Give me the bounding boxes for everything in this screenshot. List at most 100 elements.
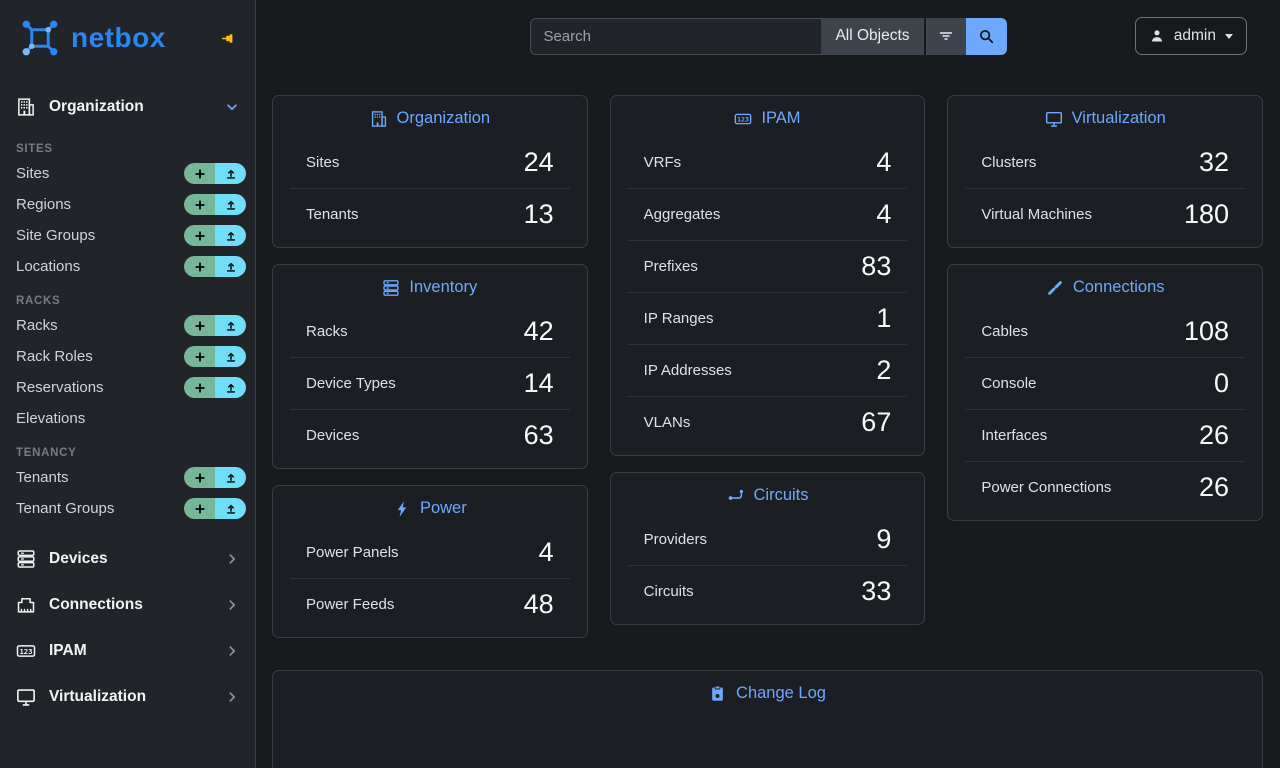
sidebar-item-racks[interactable]: Racks [0,310,255,341]
stat-value[interactable]: 42 [523,316,554,346]
search-input[interactable] [530,17,822,55]
stat-label[interactable]: Prefixes [643,258,698,275]
stat-value[interactable]: 48 [523,589,554,619]
add-button[interactable] [184,346,215,367]
stat-label[interactable]: Virtual Machines [981,206,1092,223]
add-button[interactable] [184,163,215,184]
stat-label[interactable]: Console [981,375,1037,392]
stat-value[interactable]: 24 [523,147,554,177]
stat-label[interactable]: Power Panels [306,544,399,561]
stat-label[interactable]: IP Ranges [643,310,714,327]
stat-value[interactable]: 180 [1183,199,1230,229]
sidebar-item-tenant-groups[interactable]: Tenant Groups [0,493,255,524]
stat-value[interactable]: 33 [861,576,892,606]
import-button[interactable] [215,498,246,519]
stat-value[interactable]: 0 [1213,368,1230,398]
stat-value[interactable]: 2 [876,355,892,385]
sidebar-item-site-groups[interactable]: Site Groups [0,220,255,251]
sidebar-group-connections[interactable]: Connections [0,582,255,628]
sidebar-group-ipam[interactable]: 123 IPAM [0,628,255,674]
add-button[interactable] [184,194,215,215]
pin-icon[interactable] [218,28,239,49]
stat-label[interactable]: IP Addresses [643,362,732,379]
stat-label[interactable]: Circuits [643,583,694,600]
stat-label[interactable]: Sites [306,154,340,171]
stat-value[interactable]: 63 [523,420,554,450]
sidebar-item-elevations[interactable]: Elevations [0,403,255,434]
stat-label[interactable]: VLANs [643,414,691,431]
stat-label[interactable]: Power Feeds [306,596,395,613]
stat-label[interactable]: Clusters [981,154,1037,171]
sidebar-item-locations[interactable]: Locations [0,251,255,282]
card-title-link[interactable]: Organization [273,96,587,137]
stat-label[interactable]: Racks [306,323,348,340]
add-button[interactable] [184,315,215,336]
stat-label[interactable]: Providers [643,531,708,548]
card-title-link[interactable]: Connections [948,265,1262,306]
card-title-link[interactable]: Power [273,486,587,527]
import-button[interactable] [215,256,246,277]
sidebar-item-label[interactable]: Tenants [16,469,69,486]
stat-value[interactable]: 4 [538,537,554,567]
card-title-link[interactable]: Inventory [273,265,587,306]
import-button[interactable] [215,194,246,215]
stat-label[interactable]: Cables [981,323,1029,340]
stat-value[interactable]: 14 [523,368,554,398]
sidebar-group-devices[interactable]: Devices [0,536,255,582]
import-button[interactable] [215,346,246,367]
add-button[interactable] [184,225,215,246]
search-scope-button[interactable]: All Objects [821,17,924,55]
stat-value[interactable]: 26 [1198,420,1230,450]
stat-value[interactable]: 9 [876,524,892,554]
stat-label[interactable]: VRFs [643,154,682,171]
sidebar-item-regions[interactable]: Regions [0,189,255,220]
stat-label[interactable]: Aggregates [643,206,721,223]
stat-value[interactable]: 67 [861,407,892,437]
sidebar-item-rack-roles[interactable]: Rack Roles [0,341,255,372]
import-button[interactable] [215,163,246,184]
stat-value[interactable]: 4 [876,147,892,177]
import-button[interactable] [215,225,246,246]
stat-value[interactable]: 13 [523,199,554,229]
sidebar-item-label[interactable]: Regions [16,196,72,213]
import-button[interactable] [215,467,246,488]
sidebar-group-virtualization[interactable]: Virtualization [0,674,255,720]
sidebar-item-sites[interactable]: Sites [0,158,255,189]
sidebar-item-label[interactable]: Racks [16,317,58,334]
sidebar-group-organization[interactable]: Organization [0,84,255,130]
sidebar-item-tenants[interactable]: Tenants [0,462,255,493]
card-title-link[interactable]: Circuits [611,473,925,514]
stat-label[interactable]: Power Connections [981,479,1112,496]
stat-value[interactable]: 4 [876,199,892,229]
card-title-link[interactable]: Virtualization [948,96,1262,137]
card-title-link[interactable]: Change Log [273,671,1262,712]
stat-value[interactable]: 26 [1198,472,1230,502]
stat-value[interactable]: 108 [1183,316,1230,346]
sidebar-item-label[interactable]: Rack Roles [16,348,93,365]
stat-value[interactable]: 1 [876,303,892,333]
stat-label[interactable]: Tenants [306,206,359,223]
filter-button[interactable] [925,17,966,55]
import-button[interactable] [215,377,246,398]
add-button[interactable] [184,256,215,277]
stat-label[interactable]: Device Types [306,375,396,392]
stat-label[interactable]: Interfaces [981,427,1048,444]
sidebar-item-label[interactable]: Tenant Groups [16,500,115,517]
add-button[interactable] [184,377,215,398]
sidebar-item-label[interactable]: Site Groups [16,227,96,244]
sidebar-item-label[interactable]: Elevations [16,410,86,427]
sidebar-item-label[interactable]: Locations [16,258,81,275]
stat-label[interactable]: Devices [306,427,360,444]
netbox-logo[interactable]: netbox [0,0,255,84]
sidebar-item-label[interactable]: Sites [16,165,50,182]
add-button[interactable] [184,498,215,519]
add-button[interactable] [184,467,215,488]
sidebar-item-label[interactable]: Reservations [16,379,104,396]
stat-value[interactable]: 32 [1198,147,1230,177]
user-menu-button[interactable]: admin [1134,17,1247,55]
stat-value[interactable]: 83 [861,251,892,281]
sidebar-item-reservations[interactable]: Reservations [0,372,255,403]
search-button[interactable] [965,17,1007,55]
import-button[interactable] [215,315,246,336]
card-title-link[interactable]: 123 IPAM [611,96,925,137]
